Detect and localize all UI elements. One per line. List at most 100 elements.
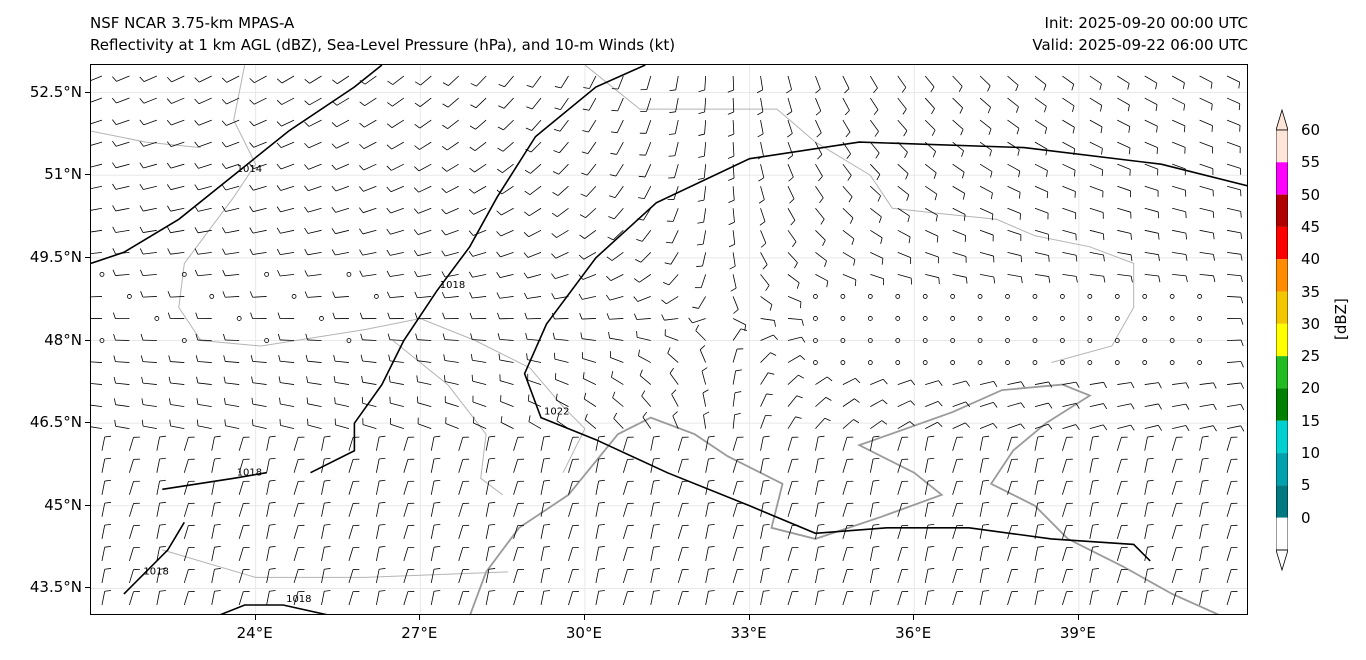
- wind-barb: [815, 141, 823, 160]
- wind-barb: [251, 376, 267, 385]
- wind-barb: [787, 208, 796, 226]
- wind-barb: [223, 376, 240, 385]
- wind-barb: [1171, 458, 1183, 473]
- calm-wind-marker: [840, 316, 846, 321]
- wind-barb: [1062, 185, 1076, 198]
- wind-barb: [760, 523, 770, 539]
- wind-barb: [91, 383, 103, 385]
- wind-barb: [441, 185, 459, 194]
- wind-barb: [1062, 251, 1078, 262]
- wind-barb: [897, 119, 908, 137]
- wind-barb: [359, 97, 377, 107]
- wind-barb: [815, 97, 822, 116]
- wind-barb: [375, 568, 386, 584]
- calm-wind-marker: [867, 294, 873, 299]
- wind-barb: [1089, 424, 1108, 431]
- wind-barb: [224, 419, 240, 430]
- wind-barb: [1034, 97, 1047, 113]
- wind-barb: [415, 333, 432, 341]
- calm-wind-marker: [1005, 294, 1010, 299]
- wind-barb: [194, 141, 212, 148]
- wind-barb: [582, 119, 597, 133]
- wind-barb: [156, 523, 166, 539]
- wind-barb: [568, 480, 579, 495]
- isobar-label: 1022: [544, 407, 569, 418]
- wind-barb: [568, 458, 579, 473]
- wind-barb: [1089, 590, 1099, 606]
- latitude-tick: [85, 256, 90, 258]
- wind-barb: [952, 480, 964, 495]
- wind-barb: [662, 274, 679, 286]
- wind-barb: [580, 332, 596, 341]
- wind-barb: [1144, 403, 1162, 410]
- wind-barb: [513, 524, 525, 539]
- wind-barb: [760, 252, 768, 270]
- wind-barb: [1116, 568, 1128, 584]
- longitude-tick: [913, 615, 915, 620]
- wind-barb: [403, 480, 415, 495]
- calm-wind-marker: [181, 338, 187, 343]
- wind-barb: [1089, 501, 1099, 517]
- colorbar-tick-label: 15: [1301, 411, 1321, 430]
- wind-barb: [276, 248, 295, 256]
- wind-barb: [869, 568, 880, 584]
- wind-barb: [183, 502, 195, 517]
- wind-barb: [1116, 591, 1128, 606]
- wind-barb: [498, 353, 514, 363]
- wind-barb: [403, 436, 415, 451]
- wind-barb: [305, 354, 322, 363]
- calm-wind-marker: [1087, 294, 1093, 299]
- colorbar-segment: [1276, 291, 1288, 324]
- wind-barb: [1171, 75, 1185, 90]
- wind-barb: [979, 545, 990, 561]
- wind-barb: [276, 163, 295, 170]
- wind-barb: [387, 312, 404, 320]
- wind-barb: [760, 274, 770, 291]
- wind-barb: [815, 75, 821, 94]
- wind-barb: [897, 273, 912, 285]
- wind-barb: [897, 591, 909, 606]
- colorbar-tick-label: 0: [1301, 508, 1311, 527]
- wind-barb: [414, 119, 432, 129]
- wind-barb: [304, 227, 322, 234]
- wind-barb: [307, 418, 322, 430]
- wind-barb: [760, 568, 770, 584]
- wind-barb: [306, 376, 322, 385]
- wind-barb: [359, 141, 377, 149]
- wind-barb: [1117, 207, 1132, 219]
- wind-barb: [1226, 436, 1238, 451]
- wind-barb: [1007, 546, 1018, 562]
- calm-wind-marker: [291, 294, 297, 299]
- wind-barb: [403, 458, 415, 473]
- latitude-tick: [85, 91, 90, 93]
- wind-barb: [430, 479, 441, 495]
- calm-wind-marker: [895, 316, 901, 321]
- wind-barb: [1062, 524, 1073, 539]
- wind-barb: [403, 591, 415, 606]
- wind-barb: [1199, 590, 1209, 606]
- wind-barb: [553, 119, 569, 132]
- wind-barb: [524, 207, 542, 217]
- wind-barb: [305, 333, 322, 341]
- wind-barb: [101, 523, 112, 539]
- wind-barb: [696, 230, 707, 246]
- wind-barb: [650, 435, 660, 451]
- wind-barb: [101, 568, 112, 584]
- wind-barb: [91, 229, 103, 233]
- wind-barb: [238, 524, 250, 539]
- wind-barb: [1116, 480, 1128, 495]
- wind-barb: [787, 296, 802, 309]
- wind-barb: [1199, 251, 1215, 261]
- wind-barb: [139, 248, 157, 255]
- wind-barb: [443, 354, 459, 363]
- wind-barb: [842, 546, 854, 562]
- wind-barbs: [91, 75, 1245, 606]
- wind-barb: [251, 397, 267, 408]
- isobar-label: 1018: [440, 280, 465, 291]
- wind-barb: [388, 375, 404, 385]
- calm-wind-marker: [1087, 316, 1093, 321]
- wind-barb: [250, 312, 267, 320]
- wind-barb: [568, 591, 579, 606]
- wind-barb: [608, 207, 624, 220]
- wind-barb: [842, 97, 850, 116]
